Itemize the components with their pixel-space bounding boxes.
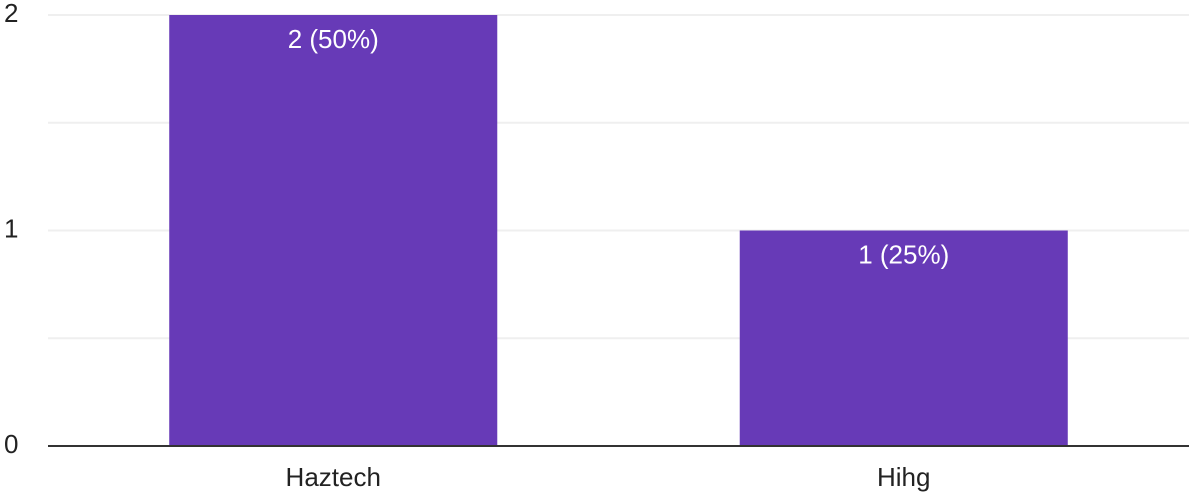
bar[interactable] bbox=[739, 230, 1068, 447]
x-tick-label: Haztech bbox=[286, 462, 381, 492]
x-tick-label: Hihg bbox=[877, 462, 930, 492]
data-label: 1 (25%) bbox=[858, 240, 949, 270]
labels: 2 (50%) Haztech 1 (25%) Hihg bbox=[286, 24, 950, 492]
axes: 0 1 2 bbox=[4, 0, 1189, 459]
data-label: 2 (50%) bbox=[288, 24, 379, 54]
bars bbox=[169, 15, 1068, 446]
y-tick-label: 1 bbox=[4, 213, 18, 243]
y-tick-label: 0 bbox=[4, 429, 18, 459]
bar[interactable] bbox=[169, 15, 498, 446]
y-tick-label: 2 bbox=[4, 0, 18, 28]
